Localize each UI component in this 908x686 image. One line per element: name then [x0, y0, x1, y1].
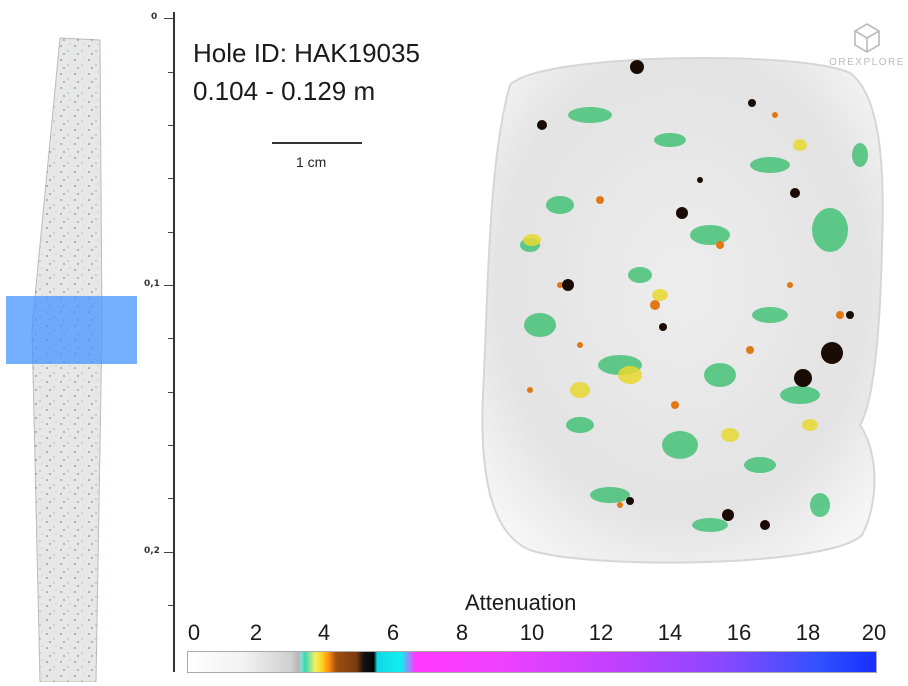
ruler-tick [168, 605, 173, 606]
ruler-tick [168, 445, 173, 446]
legend-tick-labels: 0 2 4 6 8 10 12 14 16 18 20 [186, 620, 886, 650]
depth-range-label: 0.104 - 0.129 m [193, 76, 376, 106]
legend-tick-label: 2 [249, 620, 263, 645]
ruler-tick [168, 232, 173, 233]
attenuation-color-bar [187, 651, 877, 673]
legend-tick-label: 18 [795, 620, 821, 645]
ruler-tick [168, 72, 173, 73]
ruler-tick [168, 338, 173, 339]
legend-tick-label: 12 [588, 620, 614, 645]
legend-tick-label: 4 [317, 620, 331, 645]
ruler-label-0: 0 [151, 12, 158, 22]
ruler-tick [168, 178, 173, 179]
legend-tick-label: 8 [455, 620, 469, 645]
legend-tick-label: 0 [187, 620, 201, 645]
legend-tick-label: 16 [726, 620, 752, 645]
ruler-tick-major [164, 552, 173, 553]
selected-interval-highlight[interactable] [6, 296, 137, 364]
legend-tick-label: 14 [657, 620, 683, 645]
ruler-label-0-1: 0,1 [144, 279, 160, 289]
ruler-tick-major [164, 285, 173, 286]
ct-scan-3d-view[interactable] [470, 45, 895, 575]
depth-ruler [173, 12, 175, 672]
scale-bar [272, 142, 362, 144]
scale-bar-label: 1 cm [296, 154, 327, 170]
legend-title: Attenuation [465, 590, 577, 615]
legend-tick-label: 6 [386, 620, 400, 645]
legend-tick-label: 10 [519, 620, 545, 645]
ruler-tick-major [164, 18, 173, 19]
hole-id-label: Hole ID: HAK19035 [193, 38, 420, 68]
logo-wordmark: OREXPLORE [829, 57, 905, 68]
ruler-tick [168, 125, 173, 126]
ruler-tick [168, 498, 173, 499]
ruler-tick [168, 392, 173, 393]
hexagon-cube-logo-icon [854, 23, 880, 53]
ruler-label-0-2: 0,2 [144, 546, 160, 556]
legend-tick-label: 20 [861, 620, 887, 645]
